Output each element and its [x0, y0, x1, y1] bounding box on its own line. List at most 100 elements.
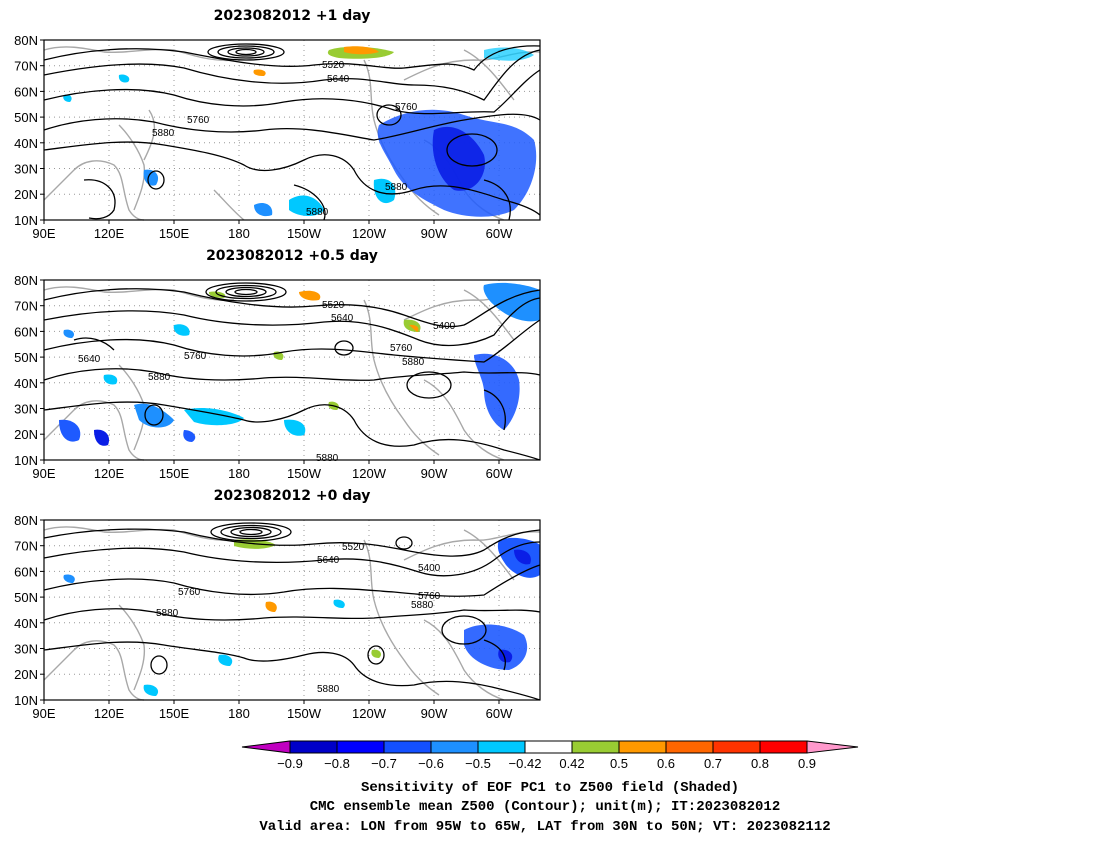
lon-label: 150E [159, 466, 190, 481]
contour-label: 5640 [78, 354, 101, 365]
lat-labels: 80N 70N 60N 50N 40N 30N 20N 10N [14, 33, 38, 228]
lat-label: 60N [14, 564, 38, 579]
colorbar-label: 0.42 [559, 756, 584, 771]
shading-positive [208, 290, 421, 410]
colorbar-label: −0.7 [371, 756, 397, 771]
colorbar-bin [430, 740, 479, 754]
lat-label: 70N [14, 59, 38, 74]
contour-label: 5760 [395, 102, 418, 113]
lon-label: 60W [486, 706, 513, 721]
colorbar-label: −0.42 [509, 756, 542, 771]
map-area: 5520 5640 5400 5760 5760 5880 5880 5880 [43, 519, 541, 701]
lon-labels: 90E 120E 150E 180 150W 120W 90W 60W [32, 706, 513, 721]
contour-label: 5520 [322, 60, 345, 71]
lon-label: 120E [94, 706, 125, 721]
contour-label: 5400 [418, 563, 441, 574]
lon-label: 120E [94, 226, 125, 241]
contour-label: 5400 [433, 321, 456, 332]
colorbar-bin [524, 740, 573, 754]
colorbar-bin [383, 740, 432, 754]
lon-label: 90E [32, 226, 55, 241]
contour-labels: 5520 5640 5400 5760 5760 5880 5880 5880 [156, 542, 441, 695]
panel-2: 2023082012 +0.5 day [14, 248, 541, 481]
lon-label: 120W [352, 706, 387, 721]
lat-label: 50N [14, 590, 38, 605]
contour-label: 5760 [390, 343, 413, 354]
colorbar-label: −0.5 [465, 756, 491, 771]
lat-label: 40N [14, 376, 38, 391]
lon-label: 150E [159, 226, 190, 241]
colorbar-label: 0.6 [657, 756, 675, 771]
shading-negative [63, 47, 537, 217]
lat-label: 50N [14, 110, 38, 125]
contour-label: 5880 [316, 453, 339, 464]
coastlines [43, 286, 541, 461]
caption-line-1: Sensitivity of EOF PC1 to Z500 field (Sh… [361, 780, 739, 796]
contours [43, 282, 541, 461]
colorbar-bin [477, 740, 526, 754]
lon-label: 90W [421, 226, 448, 241]
colorbar-low-arrow [241, 740, 291, 754]
colorbar-bin [289, 740, 338, 754]
contour-label: 5880 [402, 357, 425, 368]
lat-label: 80N [14, 33, 38, 48]
contour-label: 5880 [156, 608, 179, 619]
contour-label: 5640 [317, 555, 340, 566]
lon-label: 120E [94, 466, 125, 481]
colorbar-bin [571, 740, 620, 754]
lat-label: 10N [14, 213, 38, 228]
panel-3: 2023082012 +0 day [14, 488, 541, 721]
colorbar-label: −0.9 [277, 756, 303, 771]
lon-labels: 90E 120E 150E 180 150W 120W 90W 60W [32, 466, 513, 481]
colorbar-label: −0.6 [418, 756, 444, 771]
contour-label: 5640 [331, 313, 354, 324]
contour-label: 5760 [184, 351, 207, 362]
colorbar-bin [665, 740, 714, 754]
lat-label: 40N [14, 616, 38, 631]
grid-lines [44, 280, 540, 460]
axis-ticks [40, 279, 500, 464]
contour-label: 5880 [411, 600, 434, 611]
lon-label: 180 [228, 706, 250, 721]
panel-title: 2023082012 +0 day [214, 488, 371, 504]
colorbar-bin [336, 740, 385, 754]
colorbar-bin [759, 740, 808, 754]
lon-label: 180 [228, 226, 250, 241]
contour-label: 5880 [385, 182, 408, 193]
contour-label: 5520 [322, 300, 345, 311]
map-area: 5520 5640 5760 5760 5880 5880 5880 [43, 39, 541, 221]
lat-label: 70N [14, 299, 38, 314]
lat-label: 50N [14, 350, 38, 365]
colorbar-label: −0.8 [324, 756, 350, 771]
lon-label: 150W [287, 466, 322, 481]
contour-label: 5880 [317, 684, 340, 695]
lat-labels: 80N 70N 60N 50N 40N 30N 20N 10N [14, 513, 38, 708]
colorbar-high-arrow [806, 740, 859, 754]
shading-positive [253, 46, 394, 76]
colorbar-labels: −0.9 −0.8 −0.7 −0.6 −0.5 −0.42 0.42 0.5 … [277, 756, 816, 771]
contour-label: 5760 [178, 587, 201, 598]
colorbar-label: 0.8 [751, 756, 769, 771]
colorbar-bin [712, 740, 761, 754]
lon-label: 150E [159, 706, 190, 721]
lon-label: 90W [421, 466, 448, 481]
contours [43, 522, 541, 701]
lon-label: 120W [352, 466, 387, 481]
colorbar-bin [618, 740, 667, 754]
lon-label: 150W [287, 706, 322, 721]
lon-label: 150W [287, 226, 322, 241]
lat-label: 20N [14, 427, 38, 442]
lat-label: 10N [14, 693, 38, 708]
contour-labels: 5520 5640 5400 5640 5760 5760 5880 5880 … [78, 300, 456, 464]
panel-title: 2023082012 +0.5 day [206, 248, 378, 264]
lon-label: 90E [32, 466, 55, 481]
lon-label: 60W [486, 466, 513, 481]
axis-ticks [40, 519, 500, 704]
lon-label: 90W [421, 706, 448, 721]
lat-label: 60N [14, 324, 38, 339]
lat-label: 20N [14, 667, 38, 682]
lat-label: 30N [14, 642, 38, 657]
lat-label: 30N [14, 402, 38, 417]
lat-label: 80N [14, 513, 38, 528]
